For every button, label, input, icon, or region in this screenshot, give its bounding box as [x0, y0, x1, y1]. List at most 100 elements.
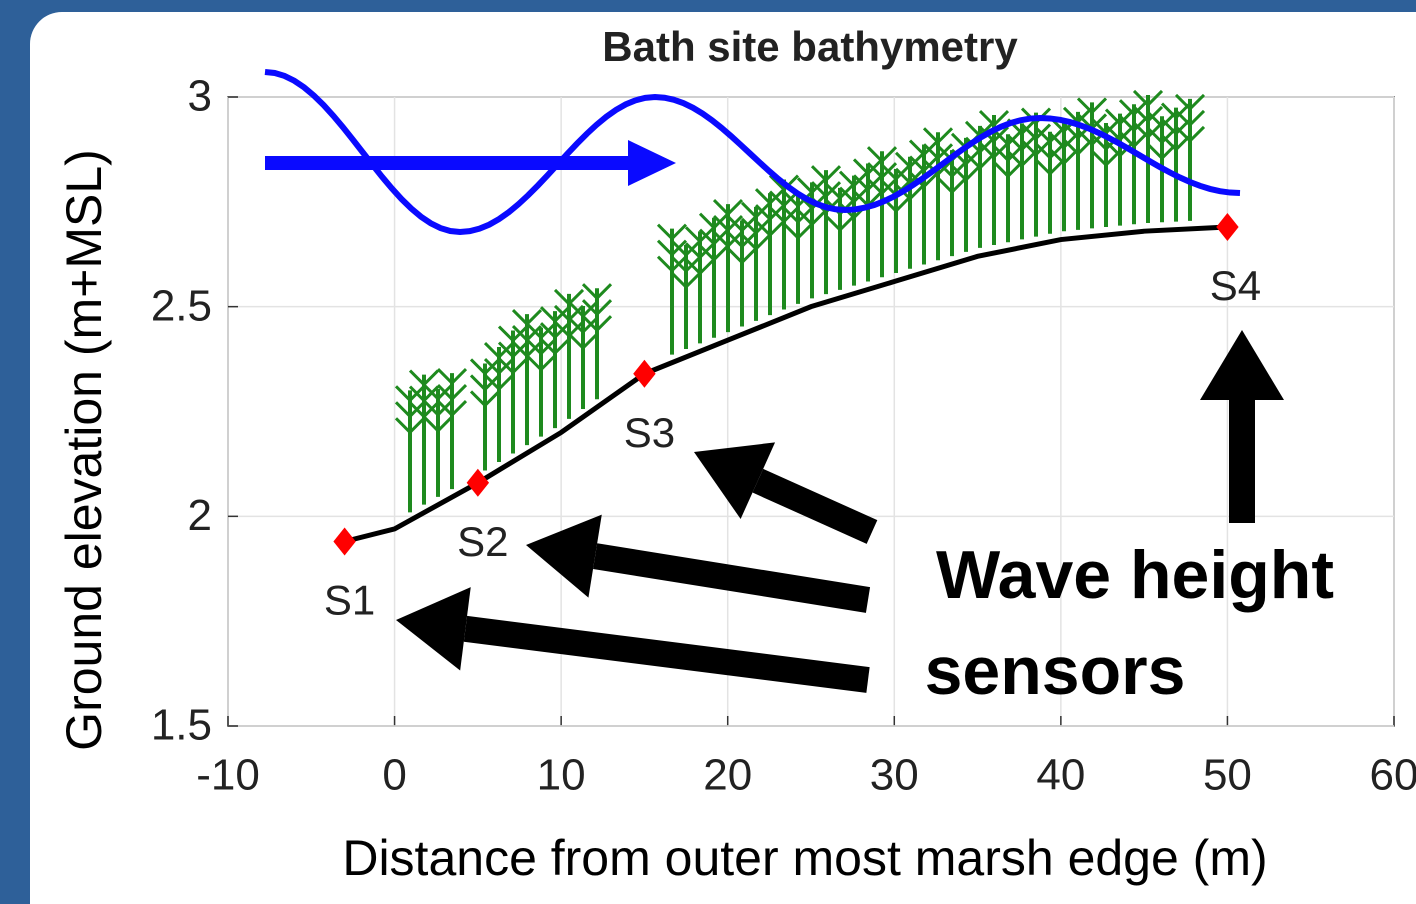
grass-leaf: [838, 170, 870, 188]
grass-leaf: [422, 415, 454, 433]
grass-leaf: [1104, 124, 1136, 142]
grass-leaf: [539, 338, 571, 356]
pointer-arrow: [752, 468, 878, 544]
grass-leaf: [712, 231, 744, 249]
grass-leaf: [1146, 127, 1178, 145]
grass-leaf: [1104, 108, 1136, 126]
grass-leaf: [782, 222, 814, 241]
grass-leaf: [684, 226, 716, 244]
grass-leaf: [754, 220, 786, 238]
grass-leaf: [1118, 131, 1150, 149]
grass-leaf: [824, 182, 856, 201]
grass-leaf: [1020, 139, 1052, 157]
pointer-arrow-head: [694, 442, 776, 520]
grass-leaf: [539, 322, 571, 340]
grass-leaf: [824, 198, 856, 217]
grass-leaf: [726, 231, 758, 249]
grass-leaf: [852, 158, 884, 176]
grass-leaf: [754, 188, 786, 206]
grass-leaf: [1132, 105, 1164, 124]
x-tick-label: 20: [703, 751, 752, 800]
data-line: [343, 224, 1228, 544]
grass-leaf: [1034, 158, 1066, 176]
grass-leaf: [866, 178, 898, 196]
sensor-label: S4: [1210, 262, 1261, 309]
y-tick-label: 3: [188, 72, 212, 121]
sensor-point: [333, 527, 356, 556]
grass-leaf: [497, 325, 529, 343]
wave-arrow-head: [628, 140, 676, 186]
grass-leaf: [978, 109, 1010, 128]
annotation: Wave height: [936, 537, 1334, 613]
grass-leaf: [768, 174, 800, 192]
grass-leaf: [567, 300, 599, 319]
grass-leaf: [726, 215, 758, 233]
pointer-arrow: [463, 615, 870, 693]
grass-leaf: [1034, 126, 1066, 144]
grass-leaf: [740, 201, 772, 219]
grass-leaf: [656, 239, 688, 257]
grass-leaf: [712, 199, 744, 217]
grass-leaf: [866, 146, 898, 164]
grass-leaf: [964, 152, 996, 170]
grass-leaf: [497, 357, 529, 375]
grass-leaf: [726, 247, 758, 265]
grass-leaf: [712, 215, 744, 233]
grass-leaf: [768, 190, 800, 208]
grass-leaf: [796, 209, 828, 227]
x-axis-label: Distance from outer most marsh edge (m): [342, 830, 1267, 886]
grass-leaf: [1006, 134, 1038, 152]
grass-leaf: [567, 316, 599, 335]
grass-leaf: [796, 177, 828, 195]
x-tick-label: 30: [870, 751, 919, 800]
grass-leaf: [525, 338, 557, 356]
grass-leaf: [782, 206, 814, 225]
grass-leaf: [1006, 150, 1038, 168]
grass-leaf: [698, 228, 730, 246]
pointer-arrow-head: [526, 514, 602, 598]
grass-leaf: [1174, 109, 1206, 127]
grass-leaf: [656, 255, 688, 273]
grass-leaf: [525, 322, 557, 340]
grass-leaf: [950, 164, 982, 182]
grass-leaf: [1146, 143, 1178, 161]
grass-leaf: [978, 141, 1010, 160]
grass-leaf: [581, 315, 613, 333]
grass-leaf: [740, 233, 772, 251]
sensor-label: S2: [457, 518, 508, 565]
grass-leaf: [908, 139, 940, 157]
grass-leaf: [684, 258, 716, 276]
grass-leaf: [1048, 132, 1080, 150]
marks: [333, 212, 1239, 556]
x-tick-label: 10: [537, 751, 586, 800]
grass-leaf: [768, 206, 800, 224]
grass-leaf: [992, 129, 1024, 147]
grass-leaf: [483, 373, 515, 392]
grass-leaf: [469, 390, 501, 408]
grass-leaf: [408, 369, 440, 387]
grass-leaf: [1076, 97, 1108, 115]
grass-leaf: [567, 332, 599, 351]
grass-leaf: [1160, 134, 1192, 152]
grass-leaf: [1174, 93, 1206, 111]
grass-leaf: [394, 401, 426, 419]
grass-leaf: [1132, 89, 1164, 108]
grass-leaf: [408, 401, 440, 419]
grass-leaf: [810, 165, 842, 183]
y-tick-label: 1.5: [151, 701, 212, 750]
x-tick-label: 40: [1036, 751, 1085, 800]
grass-leaf: [810, 181, 842, 199]
grass-leaf: [539, 306, 571, 324]
grass-leaf: [1062, 138, 1094, 156]
grass-leaf: [1118, 99, 1150, 117]
grass-leaf: [469, 374, 501, 392]
grass-leaf: [394, 385, 426, 403]
x-tick-label: 50: [1203, 751, 1252, 800]
sensor-point: [1216, 212, 1239, 241]
grass-leaf: [422, 399, 454, 417]
grass-leaf: [656, 223, 688, 241]
pointer-arrow-head: [396, 587, 471, 671]
grass-leaf: [838, 186, 870, 204]
sensor-point: [466, 468, 490, 497]
